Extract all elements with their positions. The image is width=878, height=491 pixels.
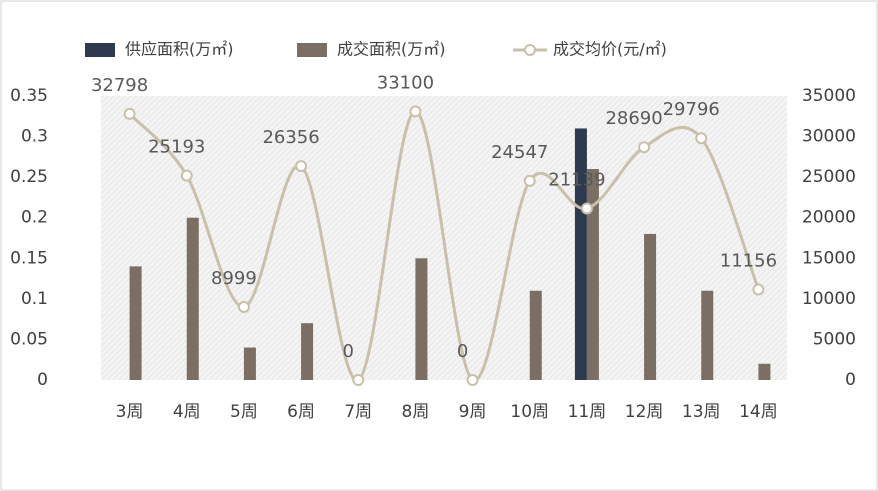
value-label: 25193 bbox=[148, 137, 205, 158]
y2-tick-label: 35000 bbox=[802, 86, 856, 106]
legend-label: 成交均价(元/㎡) bbox=[553, 40, 667, 59]
value-label: 0 bbox=[343, 341, 354, 362]
bar bbox=[574, 128, 587, 380]
line-marker bbox=[180, 169, 193, 182]
line-marker bbox=[752, 283, 765, 296]
line-marker bbox=[237, 300, 250, 313]
x-tick-label: 4周 bbox=[173, 402, 201, 422]
legend: 供应面积(万㎡) 成交面积(万㎡) 成交均价(元/㎡) bbox=[85, 40, 667, 59]
bar bbox=[129, 266, 142, 380]
bar bbox=[701, 290, 714, 380]
line-marker bbox=[580, 202, 593, 215]
y2-tick-label: 0 bbox=[845, 370, 856, 390]
line-marker bbox=[523, 174, 536, 187]
value-label: 8999 bbox=[211, 268, 257, 289]
line-marker bbox=[409, 105, 422, 118]
legend-swatch bbox=[297, 43, 327, 57]
value-label: 29796 bbox=[663, 99, 720, 120]
x-tick-label: 10周 bbox=[510, 402, 549, 422]
x-tick-label: 9周 bbox=[459, 402, 487, 422]
bar bbox=[186, 217, 199, 380]
y2-tick-label: 20000 bbox=[802, 208, 856, 228]
bar bbox=[529, 290, 542, 380]
y-tick-label: 0.25 bbox=[10, 167, 48, 187]
y2-tick-label: 15000 bbox=[802, 248, 856, 268]
legend-label: 成交面积(万㎡) bbox=[337, 40, 446, 59]
x-tick-label: 11周 bbox=[568, 402, 607, 422]
value-label: 24547 bbox=[491, 142, 548, 163]
value-label: 32798 bbox=[91, 75, 148, 96]
legend-swatch bbox=[85, 43, 115, 57]
value-label: 28690 bbox=[605, 108, 662, 129]
value-label: 21139 bbox=[548, 169, 605, 190]
y-tick-label: 0.05 bbox=[10, 329, 48, 349]
y-tick-label: 0.1 bbox=[21, 289, 48, 309]
x-tick-label: 3周 bbox=[116, 402, 144, 422]
y2-tick-label: 25000 bbox=[802, 167, 856, 187]
x-tick-label: 14周 bbox=[739, 402, 778, 422]
bar bbox=[758, 363, 771, 380]
x-tick-label: 13周 bbox=[682, 402, 721, 422]
y-tick-label: 0.15 bbox=[10, 248, 48, 268]
bar bbox=[301, 323, 314, 380]
bar bbox=[415, 258, 428, 380]
bar bbox=[243, 347, 256, 380]
line-marker bbox=[352, 374, 365, 386]
y-tick-label: 0.2 bbox=[21, 208, 48, 228]
value-label: 33100 bbox=[377, 72, 434, 93]
x-tick-label: 8周 bbox=[402, 402, 430, 422]
line-marker bbox=[695, 132, 708, 145]
line-marker bbox=[295, 160, 308, 173]
x-tick-label: 7周 bbox=[344, 402, 372, 422]
legend-label: 供应面积(万㎡) bbox=[125, 40, 234, 59]
value-label: 11156 bbox=[720, 250, 777, 271]
x-tick-label: 6周 bbox=[287, 402, 315, 422]
y2-tick-label: 5000 bbox=[813, 329, 856, 349]
y2-tick-label: 30000 bbox=[802, 127, 856, 147]
x-tick-label: 12周 bbox=[625, 402, 664, 422]
y-tick-label: 0.3 bbox=[21, 127, 48, 147]
y-tick-label: 0.35 bbox=[10, 86, 48, 106]
line-marker bbox=[638, 141, 651, 154]
line-marker bbox=[466, 374, 479, 386]
bar bbox=[586, 169, 599, 380]
y-tick-label: 0 bbox=[37, 370, 48, 390]
value-label: 26356 bbox=[262, 127, 319, 148]
y2-tick-label: 10000 bbox=[802, 289, 856, 309]
x-tick-label: 5周 bbox=[230, 402, 258, 422]
line-marker bbox=[123, 107, 136, 120]
bar bbox=[644, 233, 657, 380]
value-label: 0 bbox=[457, 341, 468, 362]
legend-swatch bbox=[524, 44, 536, 56]
